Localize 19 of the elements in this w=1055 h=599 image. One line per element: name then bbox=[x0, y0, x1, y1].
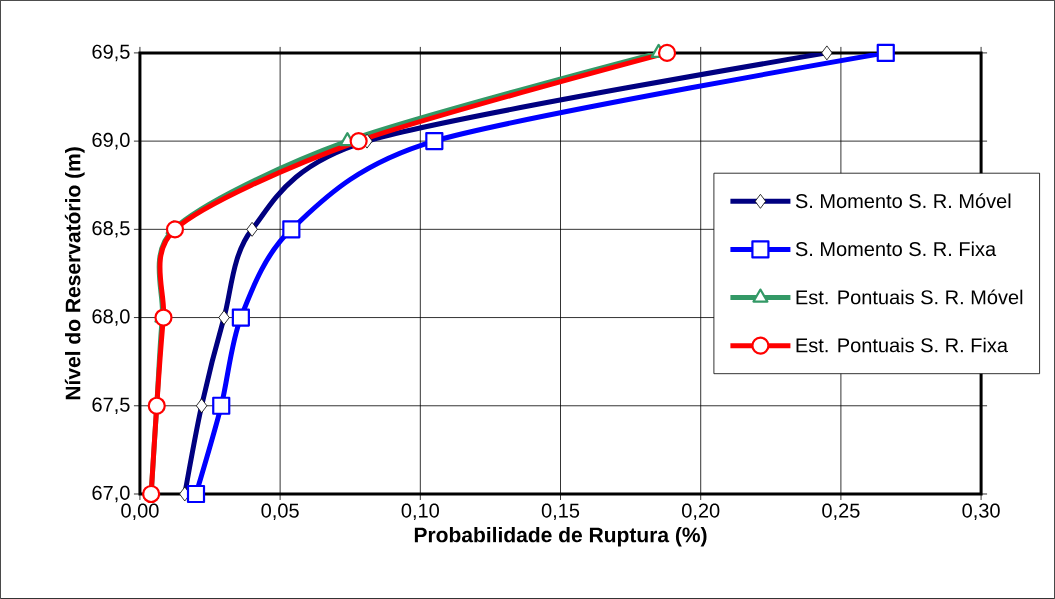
legend-label: S. Momento S. R. Fixa bbox=[795, 241, 997, 257]
y-tick-label: 68,5 bbox=[92, 221, 130, 238]
y-tick-label: 69,5 bbox=[92, 44, 130, 62]
y-axis-title: Nível do Reservatório (m) bbox=[64, 147, 85, 400]
x-tick-label: 0,05 bbox=[261, 503, 299, 521]
legend-label: Est. Pontuais S. R. Móvel bbox=[796, 289, 1023, 305]
x-tick-label: 0,15 bbox=[541, 503, 580, 521]
y-tick-label: 67,5 bbox=[92, 397, 130, 415]
x-tick-label: 0,20 bbox=[682, 503, 720, 521]
y-tick-label: 69,0 bbox=[92, 132, 130, 150]
x-tick-label: 0,00 bbox=[121, 503, 159, 521]
y-tick-label: 67,0 bbox=[92, 485, 130, 503]
x-tick-label: 0,10 bbox=[401, 503, 439, 521]
legend-label: Est. Pontuais S. R. Fixa bbox=[796, 337, 1008, 353]
legend-label: S. Momento S. R. Móvel bbox=[795, 193, 1011, 209]
y-tick-label: 68,0 bbox=[92, 309, 130, 326]
x-tick-label: 0,30 bbox=[962, 503, 1000, 521]
x-tick-label: 0,25 bbox=[822, 503, 860, 521]
x-axis-title: Probabilidade de Ruptura (%) bbox=[414, 526, 707, 547]
